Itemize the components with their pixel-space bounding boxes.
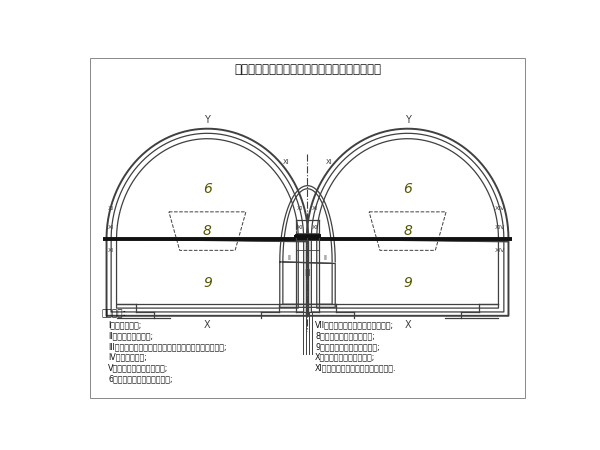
- Text: X: X: [404, 320, 411, 330]
- Text: X、左（右）主洞仰拱衬砌;: X、左（右）主洞仰拱衬砌;: [315, 353, 376, 362]
- Text: 连拱隧道中导洞法合阶分步开挖施工作业程序图: 连拱隧道中导洞法合阶分步开挖施工作业程序图: [234, 63, 381, 76]
- Text: 9、左（右）主洞下合阶开挖;: 9、左（右）主洞下合阶开挖;: [315, 342, 380, 351]
- Text: IV、中墙侧支护;: IV、中墙侧支护;: [108, 353, 147, 362]
- Text: 9: 9: [403, 276, 412, 290]
- Text: XIV: XIV: [495, 206, 505, 211]
- Text: 9: 9: [203, 276, 212, 290]
- Text: I、中导洞开挖;: I、中导洞开挖;: [108, 320, 142, 329]
- Text: II: II: [305, 250, 310, 259]
- Text: XIV: XIV: [495, 248, 505, 253]
- Text: XI: XI: [107, 225, 113, 230]
- Text: III: III: [304, 269, 311, 278]
- Text: XI: XI: [297, 206, 303, 211]
- Text: XI: XI: [107, 206, 113, 211]
- Text: II: II: [305, 284, 310, 293]
- Text: 6、左（右）主洞上合阶开挖;: 6、左（右）主洞上合阶开挖;: [108, 374, 173, 383]
- Text: II: II: [323, 255, 327, 261]
- Text: 图例序号:: 图例序号:: [102, 310, 127, 319]
- Text: XIV: XIV: [495, 225, 505, 230]
- Text: 6: 6: [203, 182, 212, 196]
- Text: Y: Y: [404, 115, 410, 125]
- Text: XI: XI: [326, 159, 332, 165]
- Text: 8、主洞上合阶核心土开挖;: 8、主洞上合阶核心土开挖;: [315, 331, 375, 340]
- Text: XI: XI: [283, 159, 289, 165]
- Text: XI、全断面浇注左（右）洞二次衬砌.: XI、全断面浇注左（右）洞二次衬砌.: [315, 364, 397, 373]
- Text: 8: 8: [403, 224, 412, 238]
- Text: XI: XI: [107, 248, 113, 253]
- Text: III、基底注浆端拱施作，浇注中墙及中墙顶部回填处理;: III、基底注浆端拱施作，浇注中墙及中墙顶部回填处理;: [108, 342, 227, 351]
- Text: XI: XI: [312, 206, 318, 211]
- Text: V、左（右）主洞超前支护;: V、左（右）主洞超前支护;: [108, 364, 169, 373]
- Text: I: I: [307, 296, 308, 305]
- Text: XI: XI: [312, 225, 318, 230]
- Text: XI: XI: [297, 225, 303, 230]
- Text: X: X: [204, 320, 211, 330]
- Text: VII、左（右）主洞上合阶初期支护;: VII、左（右）主洞上合阶初期支护;: [315, 320, 394, 329]
- Text: IV: IV: [290, 230, 297, 236]
- Text: II、中导洞初期支护;: II、中导洞初期支护;: [108, 331, 153, 340]
- Text: 6: 6: [403, 182, 412, 196]
- Text: 8: 8: [203, 224, 212, 238]
- Text: Y: Y: [205, 115, 211, 125]
- Text: II: II: [288, 255, 292, 261]
